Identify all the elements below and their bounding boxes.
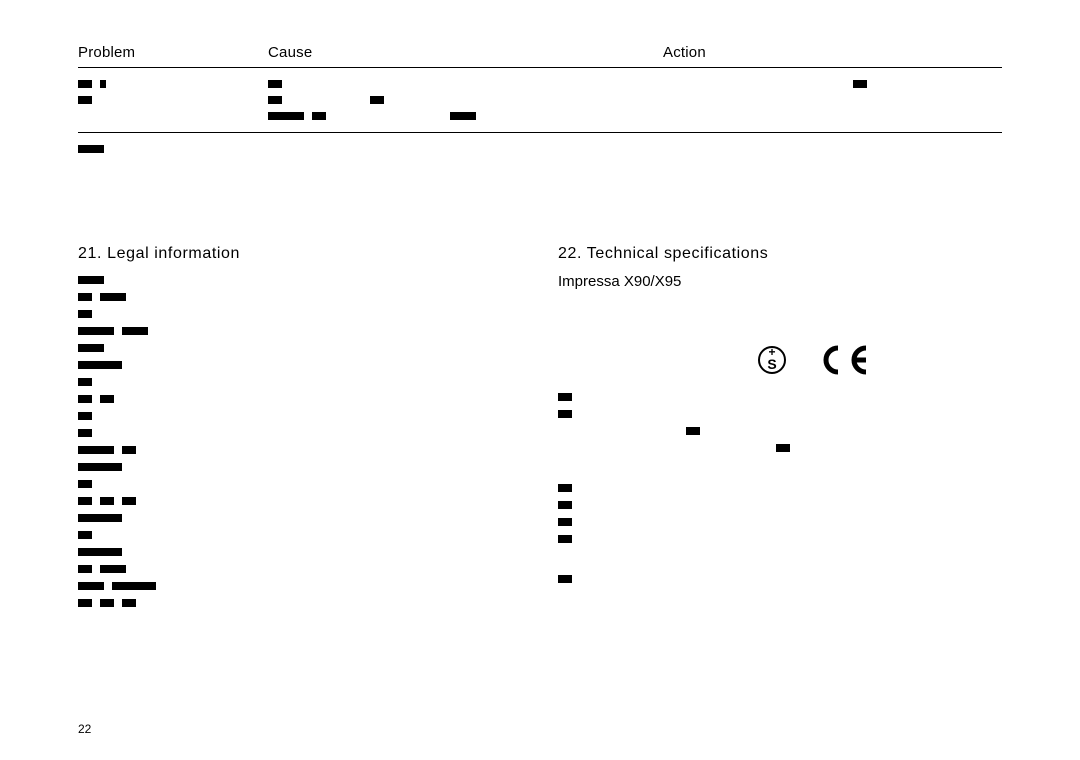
table-row [78, 133, 1002, 164]
th-action: Action [663, 40, 1002, 68]
page-number: 22 [78, 722, 91, 736]
ce-mark-icon [818, 344, 872, 376]
th-problem: Problem [78, 40, 268, 68]
tech-spec-subheading: Impressa X90/X95 [558, 273, 1002, 290]
tech-spec-section: 22. Technical specifications Impressa X9… [558, 245, 1002, 613]
th-cause: Cause [268, 40, 663, 68]
s-plus-mark-icon [758, 346, 786, 374]
legal-info-section: 21. Legal information [78, 245, 558, 613]
tech-spec-heading: 22. Technical specifications [558, 245, 1002, 263]
certification-marks [758, 344, 1002, 376]
troubleshoot-table: Problem Cause Action [78, 40, 1002, 163]
legal-info-heading: 21. Legal information [78, 245, 538, 263]
table-row [78, 68, 1002, 133]
